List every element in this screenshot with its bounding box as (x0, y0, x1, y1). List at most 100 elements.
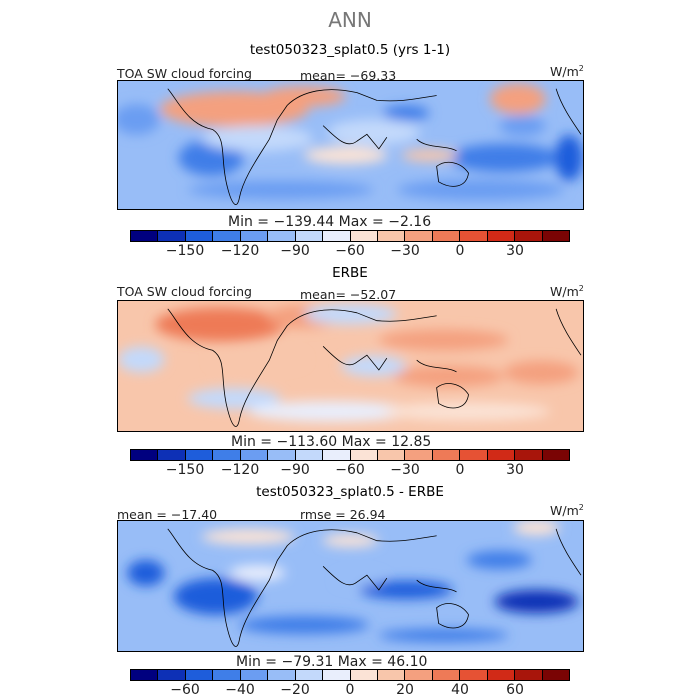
colorbar-tick-label: −90 (280, 243, 310, 259)
colorbar-swatch (350, 450, 378, 460)
colorbar-swatch (323, 450, 351, 460)
field-region (490, 83, 546, 115)
colorbar-swatch (268, 670, 296, 680)
panel-2-colorbar (130, 449, 570, 461)
panel-3-title: test050323_splat0.5 - ERBE (256, 484, 444, 500)
field-region (397, 179, 565, 201)
colorbar-tick-label: 30 (506, 243, 524, 259)
colorbar-swatch (377, 450, 406, 460)
colorbar-swatch (487, 670, 516, 680)
field-region (555, 134, 583, 181)
colorbar-tick-label: −30 (390, 243, 420, 259)
field-region (248, 401, 416, 422)
colorbar-swatch (213, 670, 241, 680)
colorbar-swatch (240, 450, 269, 460)
field-region (378, 628, 509, 642)
colorbar-swatch (240, 231, 269, 241)
colorbar-tick-label: −60 (335, 462, 365, 478)
colorbar-swatch (213, 231, 241, 241)
field-region (499, 115, 546, 137)
field-region (383, 105, 430, 121)
colorbar-tick-label: −150 (165, 243, 205, 259)
colorbar-swatch (295, 670, 324, 680)
field-region (118, 346, 165, 373)
field-region (127, 560, 165, 586)
colorbar-swatch (432, 670, 461, 680)
field-region (513, 521, 560, 536)
colorbar-swatch (405, 450, 433, 460)
field-region (238, 615, 370, 635)
colorbar-swatch (158, 231, 186, 241)
panel-1-colorbar (130, 230, 570, 242)
field-region (359, 580, 453, 599)
colorbar-tick-label: −60 (335, 243, 365, 259)
field-region (466, 550, 532, 570)
coastline (167, 528, 582, 647)
field-region (383, 402, 551, 421)
colorbar-swatch (350, 231, 378, 241)
field-region (327, 119, 421, 145)
colorbar-tick-label: 40 (451, 682, 469, 698)
field-region (341, 355, 407, 377)
field-region (304, 146, 388, 165)
colorbar-swatch (460, 231, 488, 241)
panel-1-title: test050323_splat0.5 (yrs 1-1) (249, 42, 451, 58)
colorbar-swatch (432, 450, 461, 460)
panel-1-minmax: Min = −139.44 Max = −2.16 (228, 214, 432, 230)
colorbar-swatch (515, 670, 543, 680)
field-region (155, 307, 286, 342)
field-region (401, 148, 458, 162)
colorbar-swatch (268, 450, 296, 460)
colorbar-tick-label: −60 (170, 682, 200, 698)
colorbar-tick-label: −30 (390, 462, 420, 478)
panel-2-mean-label: mean= −52.07 (300, 287, 397, 302)
colorbar-swatch (542, 231, 569, 241)
colorbar-tick-label: 0 (455, 243, 465, 259)
colorbar-swatch (405, 670, 433, 680)
colorbar-tick-label: −20 (280, 682, 310, 698)
colorbar-swatch (185, 670, 214, 680)
field-region (262, 86, 346, 107)
colorbar-swatch (240, 670, 269, 680)
colorbar-swatch (460, 670, 488, 680)
colorbar-swatch (377, 231, 406, 241)
colorbar-swatch (158, 670, 186, 680)
field-region (201, 125, 314, 152)
panel-1-variable-label: TOA SW cloud forcing (117, 66, 252, 81)
colorbar-swatch (295, 450, 324, 460)
panel-2-variable-label: TOA SW cloud forcing (117, 284, 252, 299)
field-region (201, 528, 295, 545)
colorbar-tick-label: −90 (280, 462, 310, 478)
colorbar-swatch (323, 670, 351, 680)
field-region (322, 534, 379, 547)
colorbar-swatch (542, 450, 569, 460)
field-region (503, 360, 579, 385)
colorbar-swatch (515, 450, 543, 460)
field-region (118, 104, 160, 135)
colorbar-swatch (323, 231, 351, 241)
field-region (229, 565, 286, 581)
map-field (118, 301, 583, 431)
colorbar-tick-label: 20 (396, 682, 414, 698)
colorbar-swatch (131, 450, 159, 460)
colorbar-tick-label: 0 (455, 462, 465, 478)
colorbar-tick-label: 30 (506, 462, 524, 478)
coastline (167, 308, 582, 427)
panel-2-units: W/m2 (550, 284, 584, 300)
field-region (448, 143, 560, 172)
field-region (187, 180, 374, 199)
colorbar-swatch (515, 231, 543, 241)
coastline (167, 88, 582, 205)
field-region (392, 366, 504, 387)
colorbar-swatch (350, 670, 378, 680)
colorbar-swatch (295, 231, 324, 241)
colorbar-tick-label: −120 (220, 462, 260, 478)
colorbar-swatch (158, 450, 186, 460)
figure-title: ANN (328, 8, 372, 32)
colorbar-swatch (460, 450, 488, 460)
field-region (173, 578, 258, 615)
colorbar-swatch (185, 231, 214, 241)
colorbar-swatch (213, 450, 241, 460)
panel-3-colorbar (130, 669, 570, 681)
colorbar-tick-label: −120 (220, 243, 260, 259)
